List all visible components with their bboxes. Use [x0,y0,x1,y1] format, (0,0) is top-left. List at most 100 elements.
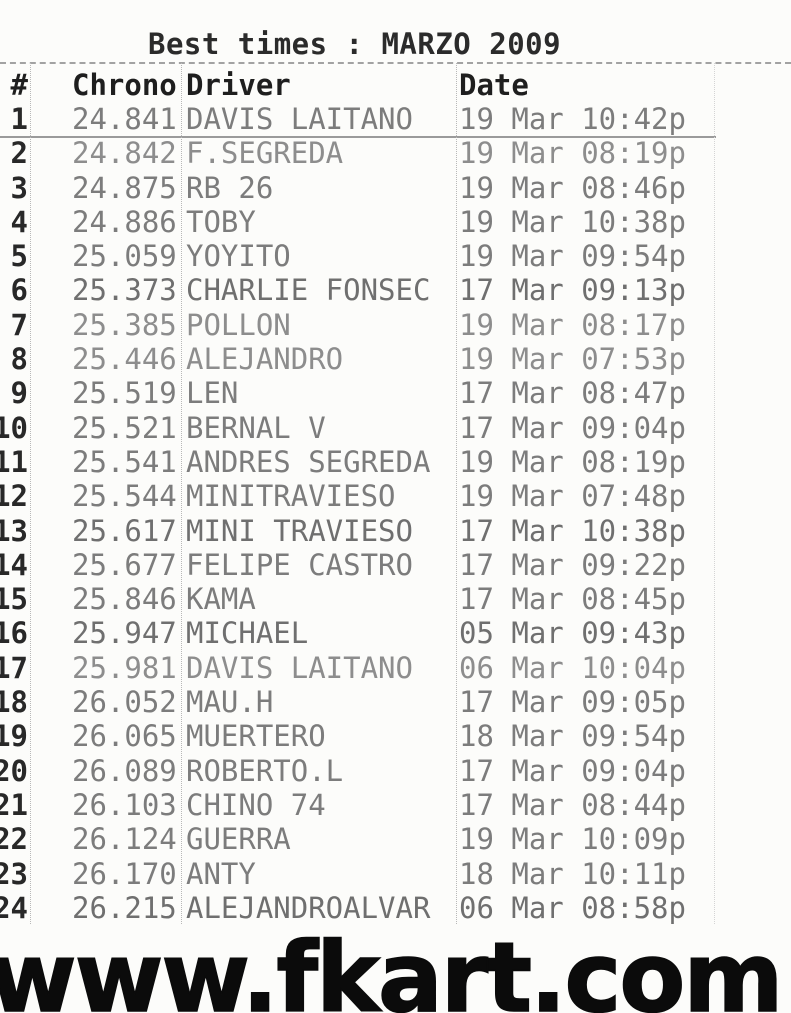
chrono-cell: 25.617 [72,513,177,548]
chrono-cell: 25.519 [72,376,177,411]
date-cell: 19 Mar 08:17p [459,307,686,342]
rank-cell: 4 [10,204,28,239]
date-cell: 19 Mar 10:42p [459,102,686,136]
rank-cell: 2 [10,136,28,171]
chrono-cell: 25.947 [72,616,177,651]
column-header-rank: # [10,68,28,102]
column-header-date: Date [459,68,529,102]
chrono-cell: 24.842 [72,136,177,171]
rank-cell: 3 [10,170,28,205]
table-body: 1 24.841 DAVIS LAITANO 19 Mar 10:42p 2 2… [0,102,791,925]
chrono-cell: 26.065 [72,719,177,754]
driver-cell: MINITRAVIESO [186,479,396,514]
date-cell: 17 Mar 08:44p [459,787,686,822]
chrono-cell: 24.886 [72,204,177,239]
table-row: 8 25.446 ALEJANDRO 19 Mar 07:53p [0,342,791,376]
rank-cell: 16 [0,616,28,651]
rank-cell: 12 [0,479,28,514]
rank-cell: 22 [0,822,28,857]
chrono-cell: 25.541 [72,444,177,479]
chrono-cell: 26.052 [72,685,177,720]
chrono-cell: 25.846 [72,582,177,617]
rank-cell: 11 [0,444,28,479]
column-separator-chrono [181,63,182,924]
chrono-cell: 24.875 [72,170,177,205]
date-cell: 17 Mar 09:22p [459,547,686,582]
driver-cell: MICHAEL [186,616,309,651]
date-cell: 17 Mar 09:04p [459,753,686,788]
rank-cell: 18 [0,685,28,720]
driver-cell: LEN [186,376,239,411]
driver-cell: ALEJANDRO [186,342,344,377]
driver-cell: TOBY [186,204,256,239]
rank-cell: 14 [0,547,28,582]
driver-cell: CHARLIE FONSEC [186,273,431,308]
first-row-divider-line [0,136,716,138]
column-header-driver: Driver [186,68,291,102]
footer-site-logo: www.fkart.com [0,922,784,1013]
chrono-cell: 26.170 [72,856,177,891]
table-row: 16 25.947 MICHAEL 05 Mar 09:43p [0,616,791,650]
driver-cell: MAU.H [186,685,274,720]
chrono-cell: 25.373 [72,273,177,308]
table-row: 23 26.170 ANTY 18 Mar 10:11p [0,857,791,891]
driver-cell: RB 26 [186,170,274,205]
table-row: 11 25.541 ANDRES SEGREDA 19 Mar 08:19p [0,445,791,479]
chrono-cell: 25.385 [72,307,177,342]
driver-cell: ROBERTO.L [186,753,344,788]
rank-cell: 6 [10,273,28,308]
driver-cell: ANTY [186,856,256,891]
driver-cell: MUERTERO [186,719,326,754]
table-row: 3 24.875 RB 26 19 Mar 08:46p [0,171,791,205]
rank-cell: 23 [0,856,28,891]
rank-cell: 7 [10,307,28,342]
rank-cell: 15 [0,582,28,617]
date-cell: 05 Mar 09:43p [459,616,686,651]
chrono-cell: 26.124 [72,822,177,857]
rank-cell: 1 [10,102,28,136]
table-row: 22 26.124 GUERRA 19 Mar 10:09p [0,822,791,856]
column-separator-rank [30,63,31,924]
driver-cell: F.SEGREDA [186,136,344,171]
date-cell: 19 Mar 09:54p [459,239,686,274]
date-cell: 19 Mar 07:53p [459,342,686,377]
table-row: 13 25.617 MINI TRAVIESO 17 Mar 10:38p [0,514,791,548]
chrono-cell: 25.981 [72,650,177,685]
chrono-cell: 25.446 [72,342,177,377]
date-cell: 17 Mar 08:47p [459,376,686,411]
header-divider-line [0,62,791,64]
table-row: 5 25.059 YOYITO 19 Mar 09:54p [0,239,791,273]
column-separator-driver [456,63,457,924]
table-row: 12 25.544 MINITRAVIESO 19 Mar 07:48p [0,479,791,513]
date-cell: 17 Mar 09:04p [459,410,686,445]
date-cell: 19 Mar 10:09p [459,822,686,857]
date-cell: 17 Mar 08:45p [459,582,686,617]
rank-cell: 21 [0,787,28,822]
table-row: 6 25.373 CHARLIE FONSEC 17 Mar 09:13p [0,273,791,307]
date-cell: 19 Mar 07:48p [459,479,686,514]
table-row: 21 26.103 CHINO 74 17 Mar 08:44p [0,788,791,822]
table-row: 20 26.089 ROBERTO.L 17 Mar 09:04p [0,754,791,788]
table-row: 19 26.065 MUERTERO 18 Mar 09:54p [0,719,791,753]
table-row: 18 26.052 MAU.H 17 Mar 09:05p [0,685,791,719]
chrono-cell: 25.059 [72,239,177,274]
column-header-chrono: Chrono [72,68,177,102]
driver-cell: FELIPE CASTRO [186,547,413,582]
date-cell: 19 Mar 08:19p [459,136,686,171]
table-header-row: # Chrono Driver Date [0,68,791,102]
date-cell: 18 Mar 09:54p [459,719,686,754]
rank-cell: 19 [0,719,28,754]
date-cell: 18 Mar 10:11p [459,856,686,891]
chrono-cell: 25.521 [72,410,177,445]
table-row: 7 25.385 POLLON 19 Mar 08:17p [0,308,791,342]
rank-cell: 24 [0,890,28,925]
chrono-cell: 25.544 [72,479,177,514]
rank-cell: 9 [10,376,28,411]
driver-cell: CHINO 74 [186,787,326,822]
table-right-border [714,63,715,924]
date-cell: 06 Mar 10:04p [459,650,686,685]
date-cell: 17 Mar 09:13p [459,273,686,308]
driver-cell: DAVIS LAITANO [186,650,413,685]
rank-cell: 17 [0,650,28,685]
